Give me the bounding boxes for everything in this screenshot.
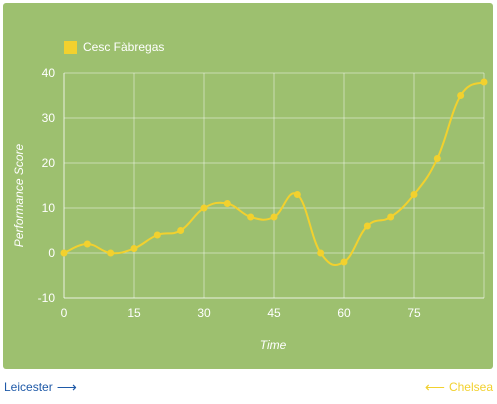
x-tick-label: 30 [197,306,211,320]
y-tick-label: 10 [42,201,56,215]
data-point [153,231,161,239]
arrow-right-icon: ⟶ [56,379,77,395]
data-point [107,249,115,257]
previous-team-link[interactable]: Leicester ⟶ [4,380,81,394]
data-point [223,200,231,207]
y-axis-title: Performance Score [12,143,26,247]
data-point [200,204,208,212]
x-tick-label: 45 [267,306,281,320]
data-point [340,258,348,266]
y-tick-label: 20 [42,156,56,170]
data-point [387,213,395,221]
legend-label: Cesc Fàbregas [83,40,165,54]
data-point [130,245,138,252]
data-point [457,92,465,99]
y-tick-label: -10 [38,291,56,305]
arrow-left-icon: ⟵ [424,379,445,395]
left-team-name: Leicester [4,380,53,394]
next-team-link[interactable]: ⟵ Chelsea [421,380,493,394]
data-point [270,213,278,221]
data-point [317,249,325,257]
x-tick-label: 15 [127,306,141,320]
data-point [60,249,68,257]
y-tick-label: 40 [42,66,56,80]
footer-navigation: Leicester ⟶ ⟵ Chelsea [0,372,497,404]
x-tick-label: 75 [407,306,421,320]
legend-swatch [64,40,77,54]
y-tick-label: 0 [48,246,55,260]
data-point [480,78,488,86]
x-axis-title: Time [260,338,287,352]
data-point [177,227,185,234]
data-point [410,191,418,198]
legend[interactable]: Cesc Fàbregas [64,40,164,54]
line-chart: -10 0 10 20 30 40 0 15 30 45 60 75 Time Performance S… [12,66,488,352]
x-tick-label: 60 [337,306,351,320]
data-point [247,213,255,221]
data-point [363,222,371,230]
data-point [83,240,91,248]
data-point [293,191,301,198]
y-tick-label: 30 [42,111,56,125]
chart-panel: -10 0 10 20 30 40 0 15 30 45 60 75 Time Performance S… [3,3,493,369]
right-team-name: Chelsea [448,380,493,394]
data-point [433,155,441,162]
x-tick-label: 0 [61,306,68,320]
